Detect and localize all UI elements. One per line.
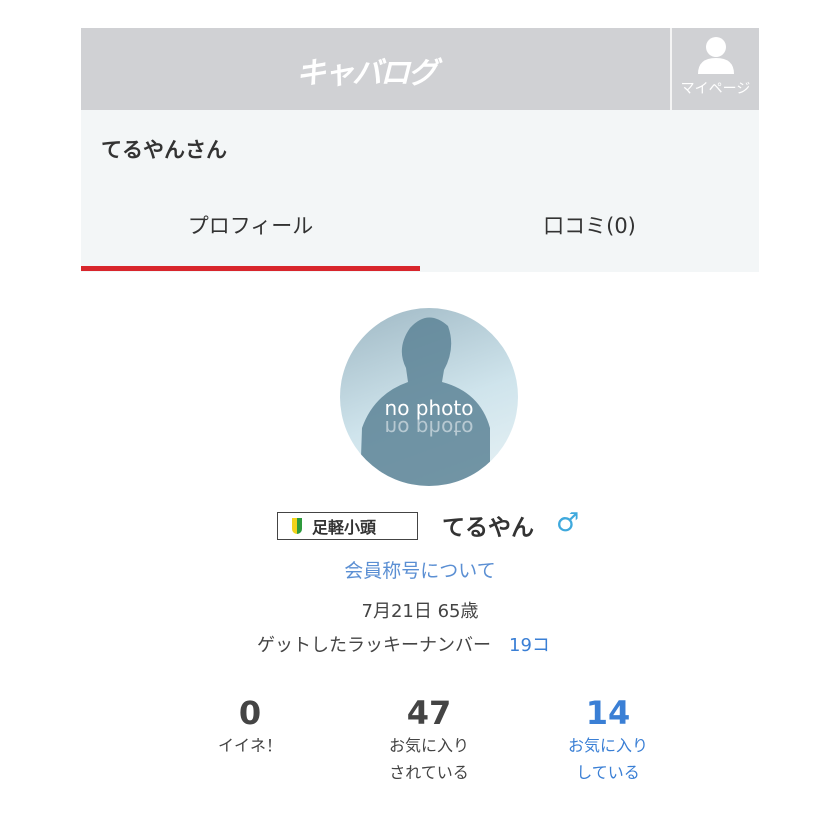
male-icon: ♂	[556, 508, 580, 538]
header: キャバログ マイページ	[81, 28, 759, 110]
mypage-button[interactable]: マイページ	[670, 28, 759, 110]
stat-value[interactable]: 14	[585, 694, 631, 732]
tab-profile[interactable]: プロフィール	[81, 210, 420, 271]
lucky-label: ゲットしたラッキーナンバー	[257, 635, 491, 656]
stat-favorited-by: 47 お気に入り されている	[339, 694, 519, 786]
logo[interactable]: キャバログ	[296, 56, 438, 91]
no-photo-text: no photo	[384, 396, 474, 420]
silhouette-icon	[360, 317, 490, 486]
user-icon	[697, 37, 734, 74]
lucky-count[interactable]: 19コ	[509, 635, 550, 656]
stat-label: お気に入り	[388, 736, 469, 755]
tab-reviews[interactable]: 口コミ(0)	[543, 214, 636, 238]
page-title: てるやんさん	[101, 138, 227, 162]
stat-label: されている	[389, 763, 469, 782]
rank-info-link[interactable]: 会員称号について	[344, 560, 496, 582]
avatar: no photo no photo	[340, 308, 518, 486]
stat-label[interactable]: している	[576, 763, 640, 782]
stat-value: 0	[238, 694, 262, 732]
profile-header: てるやんさん プロフィール 口コミ(0)	[81, 110, 759, 272]
stat-favorites[interactable]: 14 お気に入り している	[518, 694, 698, 786]
badge-label: 足軽小頭	[312, 518, 377, 537]
rank-badge: 足軽小頭	[277, 512, 418, 540]
birthday-age: 7月21日 65歳	[361, 601, 479, 622]
stat-label: イイネ！	[217, 736, 282, 755]
stat-label[interactable]: お気に入り	[567, 736, 648, 755]
beginner-leaf-icon	[292, 518, 302, 534]
user-name: てるやん	[442, 515, 534, 541]
stat-likes: 0 イイネ！	[160, 694, 340, 759]
no-photo-reflection: no photo	[384, 416, 474, 440]
stat-value: 47	[406, 694, 452, 732]
mypage-label: マイページ	[680, 81, 751, 97]
lucky-number: ゲットしたラッキーナンバー 19コ	[257, 631, 550, 657]
